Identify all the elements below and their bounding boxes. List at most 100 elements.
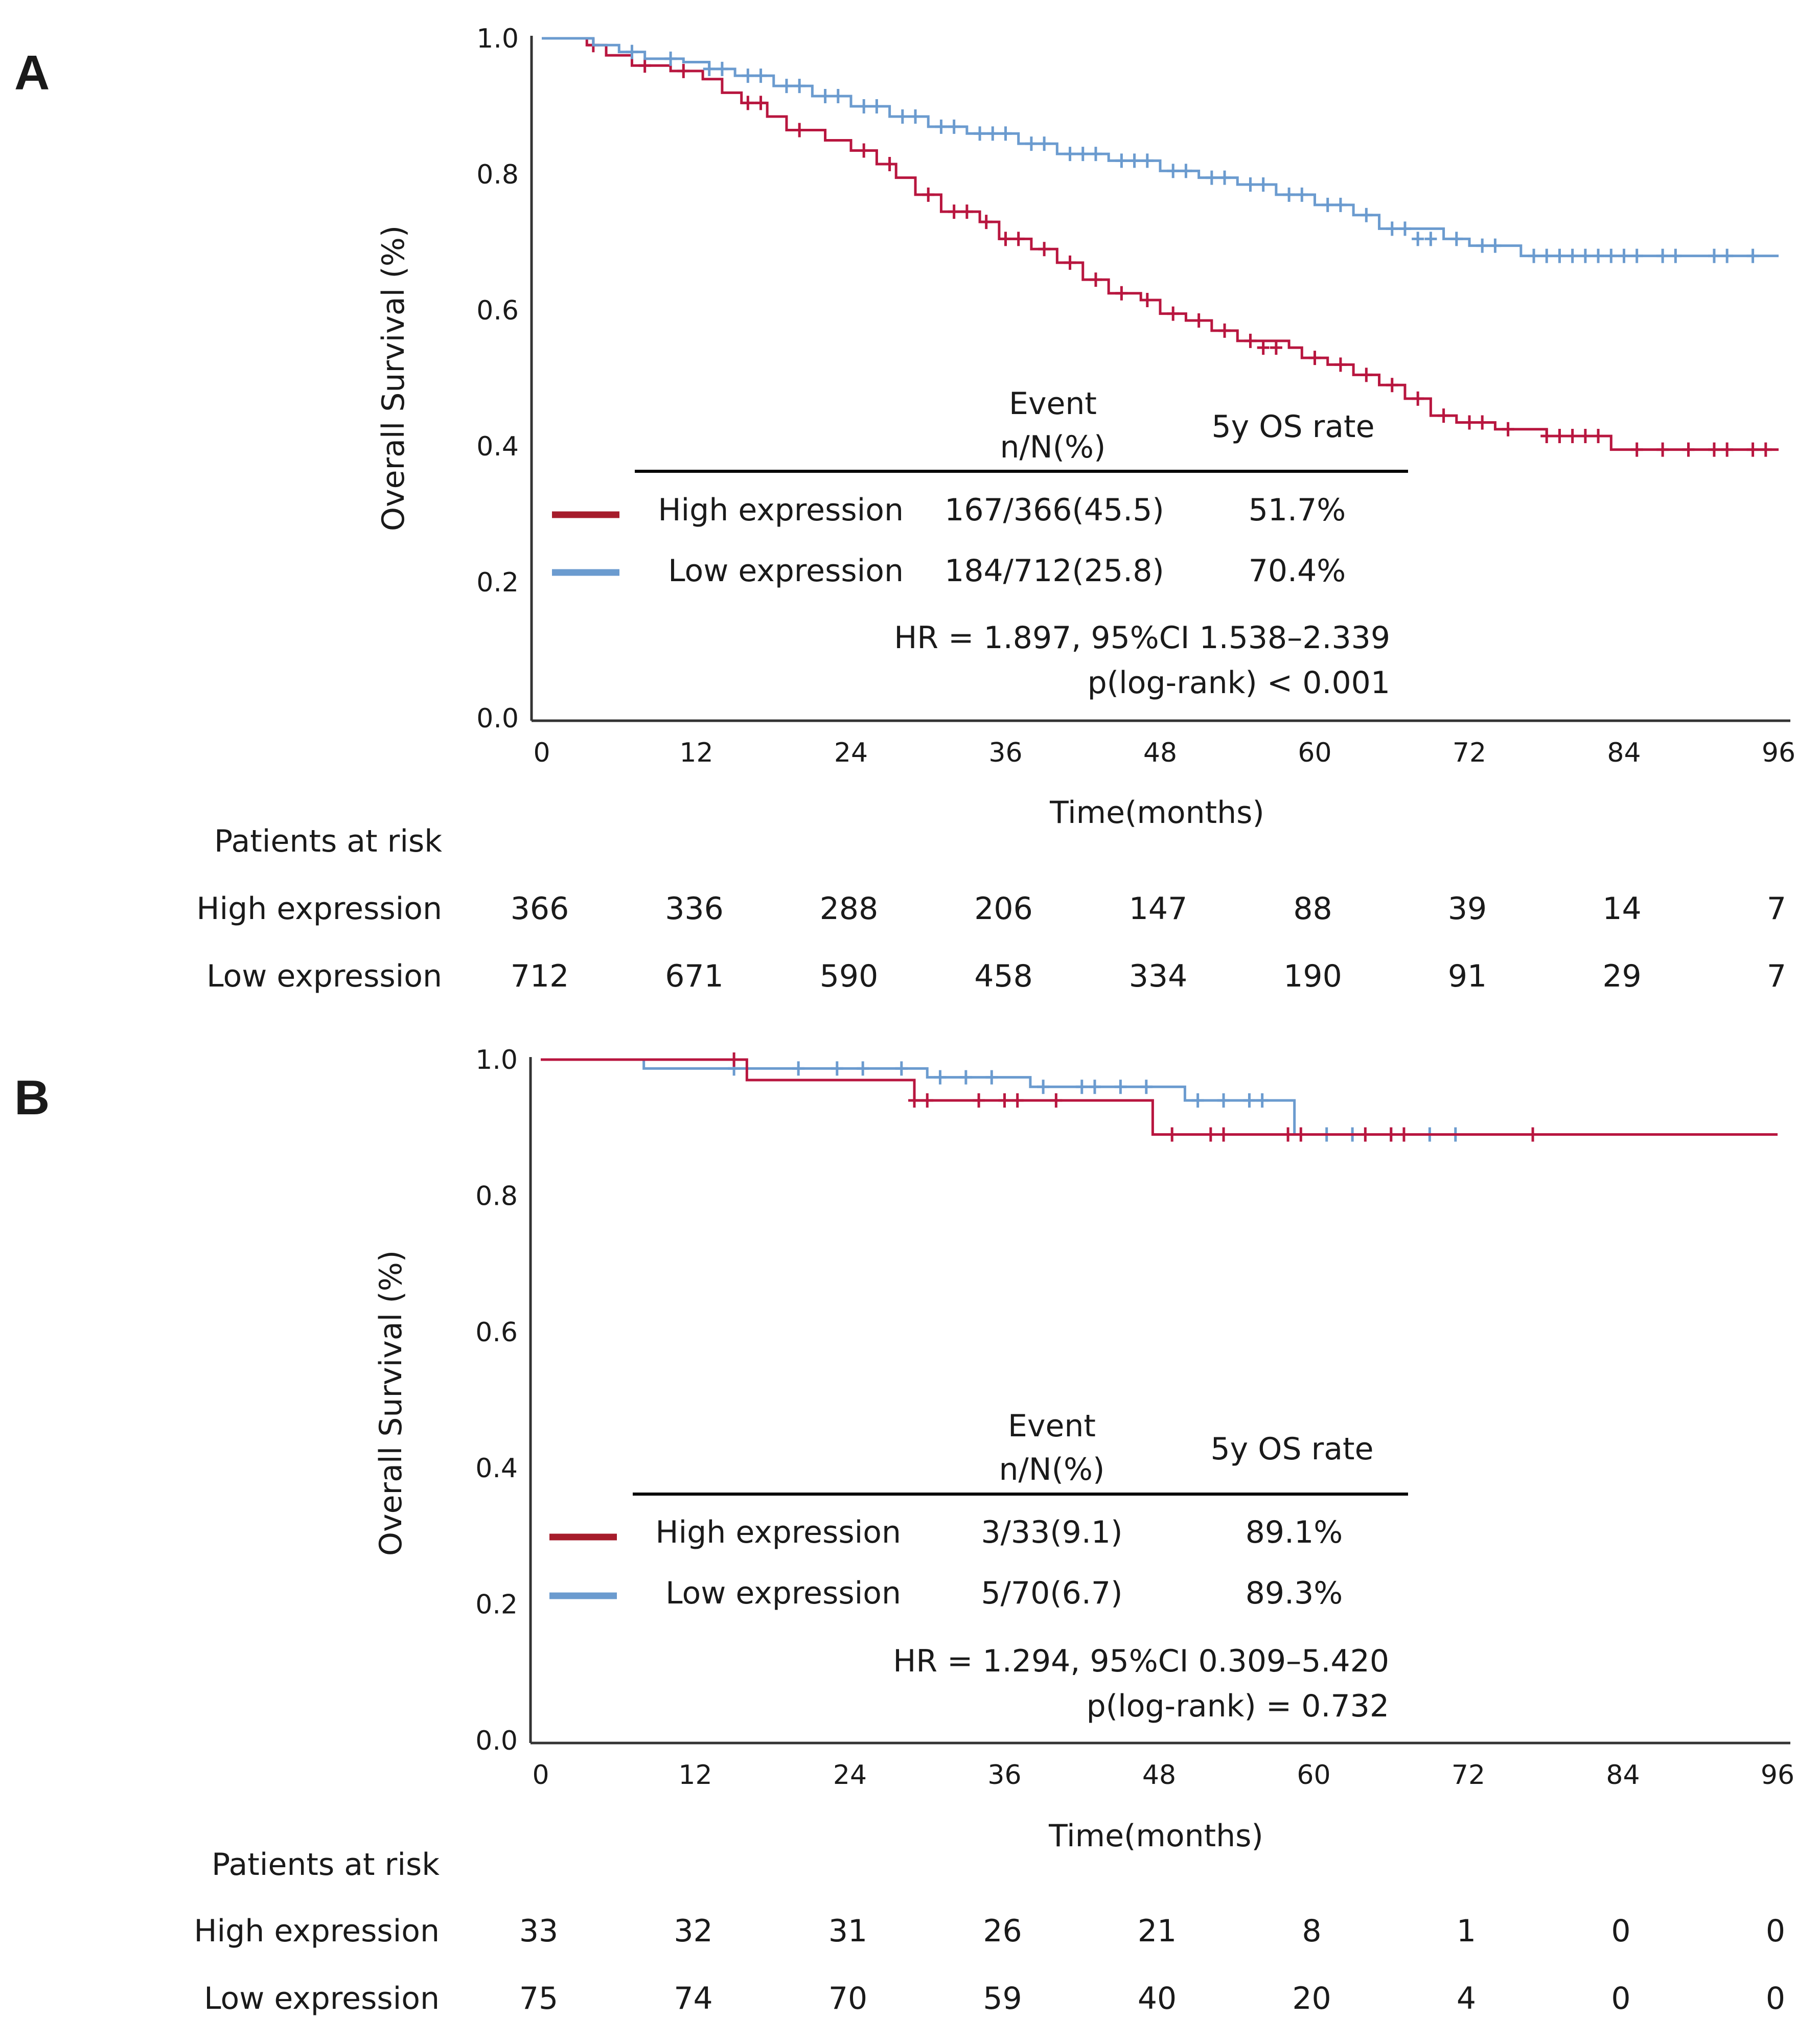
x-tick-label: 36 [988, 738, 1022, 768]
censor-mark-low [1141, 153, 1154, 168]
legend-label-high-a: High expression [658, 492, 904, 528]
censor-mark-low [1283, 187, 1296, 202]
y-tick-labels-b: 0.0 0.2 0.4 0.6 0.8 1.0 [475, 1045, 518, 1756]
x-tick-label: 12 [678, 1760, 712, 1791]
x-tick-label: 48 [1143, 738, 1177, 768]
censor-mark-high [1166, 1127, 1179, 1142]
censor-mark-low [832, 89, 844, 104]
risk-table-b: Patients at risk High expression Low exp… [194, 1847, 1785, 2016]
censor-mark-low [819, 89, 832, 104]
censor-mark-high [638, 58, 651, 73]
risk-value-high: 26 [983, 1913, 1022, 1949]
risk-value-high: 336 [665, 891, 724, 927]
risk-value-low: 0 [1611, 1981, 1630, 2016]
x-tick-label: 0 [532, 1760, 549, 1791]
risk-value-high: 147 [1129, 891, 1188, 927]
y-axis-label-b: Overall Survival (%) [373, 1250, 409, 1556]
x-axis-label-a: Time(months) [1049, 795, 1264, 831]
legend-label-high-b: High expression [655, 1515, 901, 1550]
censor-mark-high [1115, 286, 1128, 301]
y-tick-label: 0.4 [476, 431, 519, 462]
censor-mark-high [1579, 429, 1592, 444]
censor-mark-low [1618, 248, 1630, 263]
censor-mark-low [1630, 248, 1643, 263]
censor-mark-high [742, 96, 754, 110]
censor-mark-low [1180, 164, 1192, 178]
risk-value-high: 0 [1611, 1913, 1630, 1949]
censor-mark-high [1011, 1093, 1024, 1108]
risk-table-title-a: Patients at risk [214, 823, 442, 859]
censor-mark-high [1012, 232, 1025, 246]
censor-mark-low [1191, 1093, 1204, 1108]
censor-mark-high [1630, 442, 1643, 457]
x-tick-label: 60 [1297, 1760, 1330, 1791]
x-tick-label: 24 [833, 1760, 867, 1791]
legend-event-header-a: Event [1009, 386, 1097, 422]
censor-mark-high [1282, 1127, 1295, 1142]
censor-mark-high [960, 204, 973, 219]
censor-mark-high [1385, 1127, 1397, 1142]
censor-mark-low [742, 68, 754, 83]
censor-mark-low [857, 1061, 869, 1076]
censor-mark-high [1721, 442, 1734, 457]
legend-b: Event n/N(%) 5y OS rate High expression … [549, 1408, 1408, 1724]
censor-mark-low [792, 1061, 805, 1076]
censor-mark-high [973, 1093, 985, 1108]
censor-mark-low [1450, 232, 1463, 246]
censor-mark-high [1308, 351, 1321, 365]
censor-mark-high [1437, 408, 1450, 423]
y-tick-label: 0.8 [476, 159, 519, 190]
censor-mark-low [1386, 221, 1398, 236]
risk-values-b: 33 32 31 26 21 8 1 0 075 74 70 59 40 20 4 0 0 [519, 1913, 1785, 2016]
x-tick-label: 12 [679, 738, 713, 768]
censor-mark-high [793, 123, 806, 137]
censor-mark-high [1218, 323, 1231, 338]
x-tick-label: 60 [1298, 738, 1331, 768]
risk-value-high: 7 [1767, 891, 1786, 927]
legend-rate-high-b: 89.1% [1246, 1515, 1343, 1550]
censor-mark-low [948, 119, 960, 134]
censor-mark-low [1038, 136, 1051, 151]
censor-mark-high [1270, 340, 1282, 355]
censor-mark-low [974, 126, 986, 141]
censor-mark-low [986, 126, 999, 141]
x-axis-label-b: Time(months) [1048, 1818, 1263, 1854]
risk-value-low: 29 [1602, 958, 1641, 994]
x-tick-labels-b: 0 12 24 36 48 60 72 84 96 [532, 1760, 1794, 1791]
censor-mark-high [754, 96, 767, 110]
series-line-high-expression [542, 37, 1779, 451]
censor-mark-low [1205, 170, 1218, 185]
censor-mark-low [1256, 1093, 1269, 1108]
censor-mark-low [1566, 248, 1579, 263]
risk-value-low: 7 [1767, 958, 1786, 994]
censor-mark-low [1064, 147, 1076, 162]
x-tick-label: 24 [834, 738, 868, 768]
risk-value-low: 4 [1457, 1981, 1476, 2016]
panel-letter-b: B [14, 1070, 50, 1125]
y-tick-label: 0.6 [476, 295, 519, 326]
censor-mark-high [1386, 378, 1398, 393]
censor-mark-high [921, 1093, 934, 1108]
x-tick-label: 48 [1142, 1760, 1176, 1791]
y-tick-label: 1.0 [475, 1045, 518, 1075]
censor-mark-high [980, 215, 993, 230]
censor-mark-high [677, 63, 690, 78]
censor-mark-low [1243, 1093, 1256, 1108]
legend-event-subheader-b: n/N(%) [999, 1452, 1105, 1487]
risk-value-high: 8 [1302, 1913, 1321, 1949]
censor-mark-low [1424, 232, 1437, 246]
legend-rate-low-b: 89.3% [1246, 1575, 1343, 1611]
y-tick-label: 0.2 [476, 567, 519, 598]
censor-mark-low [1296, 187, 1308, 202]
censor-mark-high [1553, 429, 1566, 444]
censor-mark-high [922, 187, 935, 202]
censor-mark-high [1360, 368, 1373, 382]
censor-mark-high [908, 1093, 921, 1108]
censor-mark-high [1502, 422, 1514, 437]
legend-rate-high-a: 51.7% [1249, 492, 1346, 528]
censor-mark-high [1217, 1127, 1230, 1142]
censor-mark-low [1360, 208, 1373, 222]
censor-mark-high [1192, 313, 1205, 328]
censor-mark-high [999, 232, 1012, 246]
censor-mark-high [1204, 1127, 1217, 1142]
